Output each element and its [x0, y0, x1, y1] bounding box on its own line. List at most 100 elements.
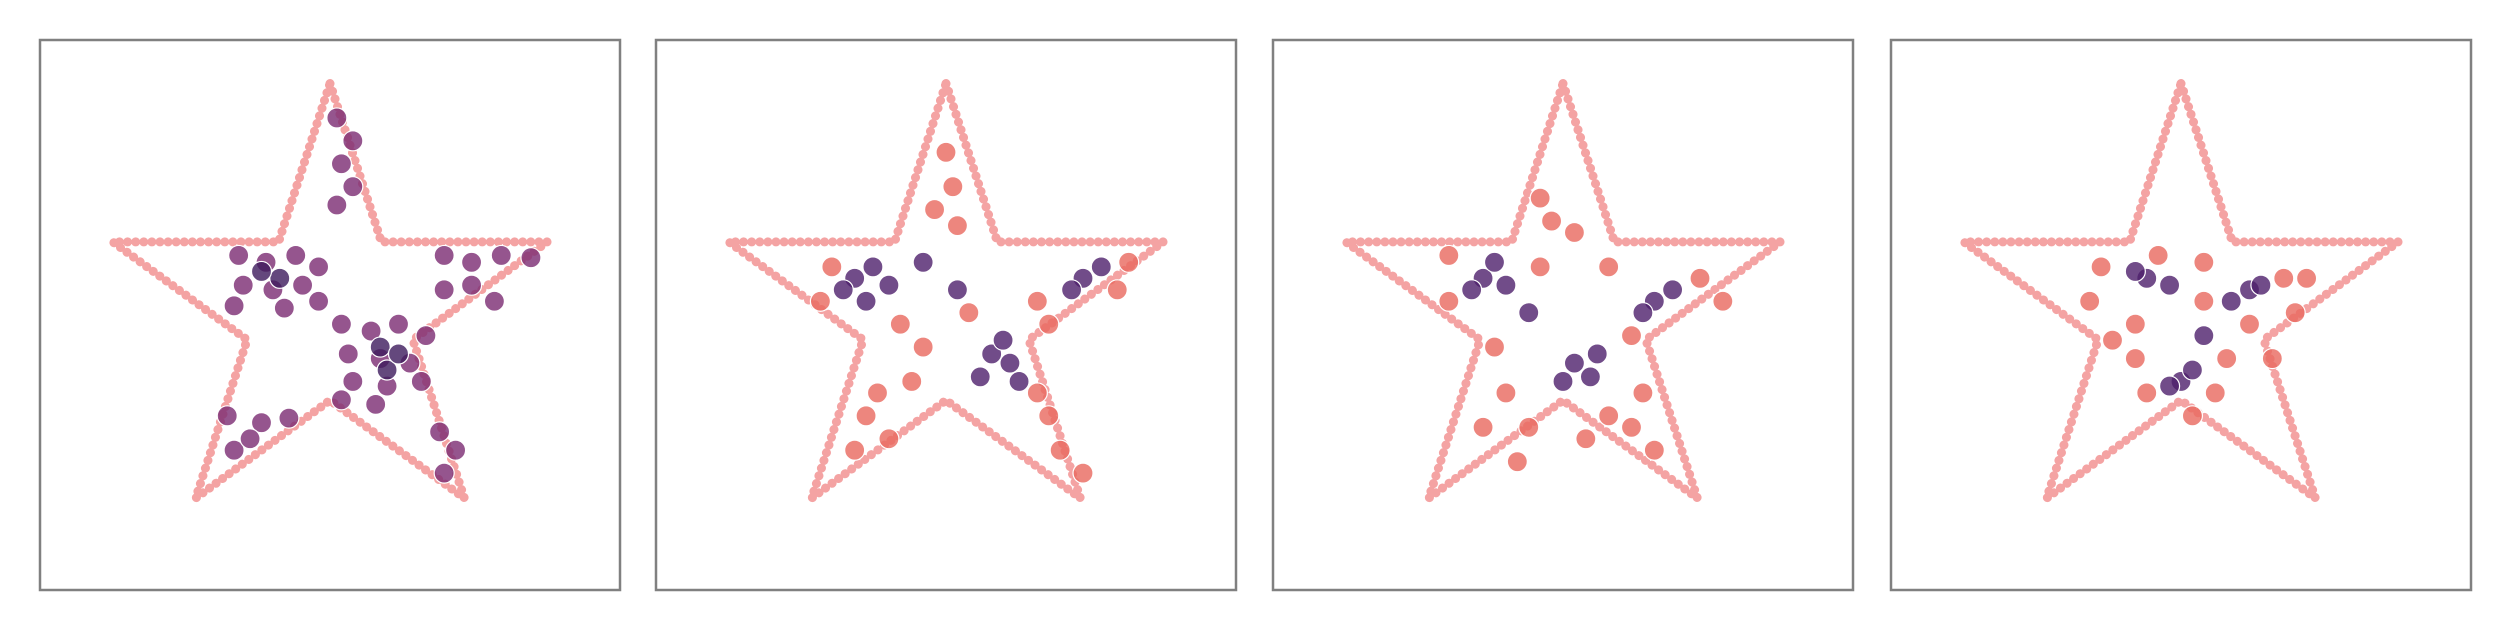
scatter-point [232, 274, 254, 296]
scatter-point [821, 256, 843, 278]
star-outline [1331, 79, 1795, 510]
scatter-point [307, 290, 330, 312]
scatter-point [981, 343, 1003, 365]
scatter-point [330, 389, 353, 411]
scatter-point [1563, 352, 1586, 374]
panel-frame [38, 38, 622, 592]
scatter-point [1689, 267, 1711, 289]
scatter-point [2216, 347, 2238, 370]
scatter-point [958, 302, 980, 324]
scatter-point [1026, 290, 1048, 312]
scatter-point [342, 130, 364, 152]
scatter-point [1038, 405, 1060, 427]
scatter-point [855, 290, 877, 312]
scatter-point [326, 107, 348, 129]
scatter-point [1643, 439, 1665, 461]
scatter-point [992, 329, 1014, 351]
scatter-point [250, 260, 273, 283]
scatter-point [307, 256, 330, 278]
scatter-point [2147, 244, 2169, 267]
scatter-point [369, 336, 391, 358]
scatter-point [2124, 313, 2146, 335]
scatter-point [1495, 382, 1517, 404]
scatter-point [285, 244, 307, 267]
panel [1271, 38, 1855, 592]
panel-frame [1271, 38, 1855, 592]
scatter-point [1662, 279, 1684, 301]
scatter-point [969, 366, 991, 388]
star-outline [1949, 79, 2413, 510]
scatter-point [1552, 370, 1574, 393]
scatter-point [844, 439, 866, 461]
scatter-point [433, 462, 455, 484]
scatter-point [2090, 256, 2112, 278]
star-outline [98, 79, 562, 510]
scatter-point [901, 370, 923, 393]
scatter-point [1008, 370, 1030, 393]
scatter-point [1518, 416, 1540, 438]
scatter-point [278, 407, 300, 429]
scatter-point [365, 393, 387, 415]
scatter-point [2204, 382, 2226, 404]
scatter-point [1049, 439, 1071, 461]
scatter-point [2079, 290, 2101, 312]
scatter-point [387, 343, 410, 365]
scatter-point [2124, 260, 2146, 283]
scatter-point [460, 251, 483, 273]
scatter-point [1072, 462, 1094, 484]
panel-frame [1889, 38, 2473, 592]
scatter-point [216, 405, 238, 427]
scatter-point [1438, 290, 1460, 312]
scatter-point [273, 297, 295, 319]
scatter-point [337, 343, 359, 365]
scatter-point [1483, 251, 1506, 273]
scatter-point [429, 421, 451, 443]
scatter-point [2193, 251, 2215, 273]
scatter-point [415, 325, 437, 347]
scatter-point [376, 359, 398, 381]
scatter-point [923, 198, 946, 221]
scatter-point [444, 439, 467, 461]
scatter-point [912, 251, 934, 273]
scatter-point [889, 313, 911, 335]
scatter-point [946, 279, 969, 301]
scatter-point [1518, 302, 1540, 324]
scatter-point [1598, 256, 1620, 278]
scatter-point [2181, 359, 2204, 381]
scatter-point [269, 267, 291, 289]
scatter-point [2250, 274, 2272, 296]
scatter-point [360, 320, 382, 342]
scatter-point [2101, 329, 2124, 351]
panel [1889, 38, 2473, 592]
scatter-point [2136, 382, 2158, 404]
scatter-point [832, 279, 854, 301]
scatter-point [1620, 325, 1643, 347]
scatter-point [387, 313, 410, 335]
scatter-point [2295, 267, 2318, 289]
scatter-point [460, 274, 483, 296]
scatter-point [2284, 302, 2306, 324]
scatter-point [1090, 256, 1112, 278]
scatter-point [1529, 187, 1551, 209]
scatter-point [291, 274, 314, 296]
scatter-point [1712, 290, 1734, 312]
scatter-point [912, 336, 934, 358]
scatter-point [1438, 244, 1460, 267]
scatter-point [483, 290, 506, 312]
scatter-point [2220, 290, 2242, 312]
scatter-point [1506, 451, 1528, 473]
scatter-point [433, 244, 455, 267]
scatter-point [1472, 416, 1494, 438]
panel [654, 38, 1238, 592]
scatter-point [2238, 313, 2261, 335]
scatter-point [878, 274, 900, 296]
scatter-point [946, 215, 969, 237]
scatter-point [1529, 256, 1551, 278]
scatter-point [942, 176, 964, 198]
scatter-point [1632, 382, 1654, 404]
scatter-point [1495, 274, 1517, 296]
scatter-point [410, 370, 432, 393]
scatter-point [1038, 313, 1060, 335]
scatter-point [330, 313, 353, 335]
scatter-point [342, 176, 364, 198]
